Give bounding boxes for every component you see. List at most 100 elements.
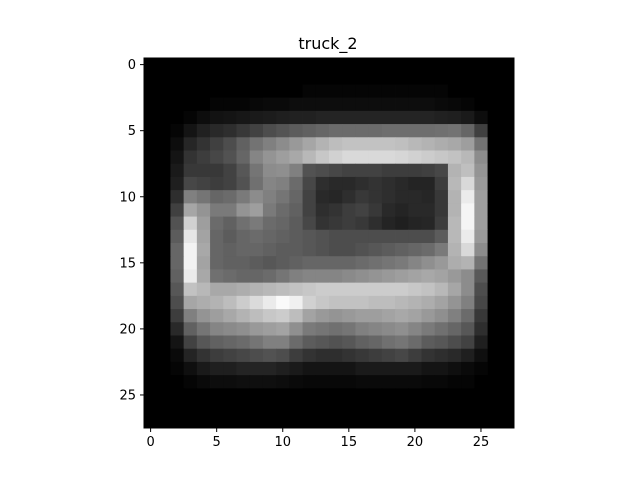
heatmap-cell bbox=[434, 295, 449, 310]
heatmap-cell bbox=[276, 401, 290, 416]
heatmap-cell bbox=[262, 335, 277, 350]
heatmap-cell bbox=[289, 229, 303, 244]
heatmap-cell bbox=[276, 295, 290, 310]
heatmap-cell bbox=[144, 163, 158, 178]
heatmap-cell bbox=[157, 71, 171, 85]
heatmap-cell bbox=[157, 269, 171, 284]
heatmap-cell bbox=[395, 295, 409, 310]
heatmap-cell bbox=[487, 335, 502, 350]
heatmap-cell bbox=[434, 309, 449, 323]
heatmap-cell bbox=[157, 295, 171, 310]
heatmap-cell bbox=[302, 203, 317, 217]
heatmap-cell bbox=[249, 375, 264, 389]
heatmap-cell bbox=[236, 71, 251, 85]
heatmap-cell bbox=[355, 203, 370, 217]
heatmap-cell bbox=[262, 97, 277, 112]
heatmap-cell bbox=[461, 401, 475, 416]
heatmap-cell bbox=[447, 414, 462, 429]
x-tick-label: 5 bbox=[213, 435, 221, 450]
heatmap-cell bbox=[329, 361, 343, 376]
heatmap-cell bbox=[262, 375, 277, 389]
heatmap-cell bbox=[408, 295, 422, 310]
heatmap-cell bbox=[434, 58, 449, 72]
heatmap-cell bbox=[276, 163, 290, 178]
heatmap-cell bbox=[368, 137, 383, 151]
heatmap-cell bbox=[223, 176, 237, 191]
heatmap-cell bbox=[144, 124, 158, 138]
heatmap-cell bbox=[196, 375, 211, 389]
heatmap-cell bbox=[461, 322, 475, 336]
heatmap-cell bbox=[144, 71, 158, 85]
heatmap-cell bbox=[474, 163, 488, 178]
heatmap-cell bbox=[276, 216, 290, 231]
heatmap-cell bbox=[487, 97, 502, 112]
heatmap-cell bbox=[249, 190, 264, 204]
y-tick-label: 0 bbox=[128, 58, 136, 73]
heatmap-cell bbox=[342, 84, 356, 99]
heatmap-cell bbox=[368, 190, 383, 204]
heatmap-cell bbox=[210, 150, 224, 165]
heatmap-cell bbox=[500, 348, 515, 363]
heatmap-cell bbox=[249, 335, 264, 350]
heatmap-cell bbox=[276, 243, 290, 257]
heatmap-cell bbox=[368, 282, 383, 297]
heatmap-cell bbox=[500, 282, 515, 297]
heatmap-cell bbox=[183, 295, 198, 310]
heatmap-cell bbox=[381, 137, 396, 151]
heatmap-cell bbox=[236, 361, 251, 376]
x-tick-label: 10 bbox=[274, 435, 291, 450]
heatmap-cell bbox=[183, 414, 198, 429]
heatmap-cell bbox=[368, 150, 383, 165]
heatmap-cell bbox=[210, 229, 224, 244]
heatmap-cell bbox=[434, 335, 449, 350]
heatmap-cell bbox=[315, 375, 330, 389]
heatmap-cell bbox=[302, 375, 317, 389]
heatmap-cell bbox=[461, 269, 475, 284]
heatmap-cell bbox=[315, 414, 330, 429]
heatmap-cell bbox=[210, 71, 224, 85]
heatmap-cell bbox=[196, 176, 211, 191]
heatmap-cell bbox=[157, 309, 171, 323]
heatmap-cell bbox=[355, 401, 370, 416]
heatmap-cell bbox=[144, 58, 158, 72]
heatmap-cell bbox=[196, 282, 211, 297]
heatmap-cell bbox=[395, 110, 409, 125]
heatmap-cell bbox=[183, 229, 198, 244]
heatmap-cell bbox=[157, 97, 171, 112]
heatmap-cell bbox=[289, 124, 303, 138]
heatmap-cell bbox=[447, 71, 462, 85]
heatmap-cell bbox=[183, 190, 198, 204]
heatmap-cell bbox=[395, 190, 409, 204]
heatmap-cell bbox=[144, 203, 158, 217]
heatmap-cell bbox=[447, 137, 462, 151]
heatmap-cell bbox=[170, 163, 185, 178]
heatmap-cell bbox=[487, 216, 502, 231]
heatmap-cell bbox=[210, 110, 224, 125]
heatmap-cell bbox=[262, 309, 277, 323]
heatmap-cell bbox=[157, 282, 171, 297]
heatmap-cell bbox=[461, 84, 475, 99]
heatmap-cell bbox=[302, 401, 317, 416]
heatmap-cell bbox=[474, 309, 488, 323]
heatmap-cell bbox=[421, 295, 436, 310]
heatmap-cell bbox=[355, 137, 370, 151]
heatmap-cell bbox=[355, 71, 370, 85]
heatmap-cell bbox=[210, 348, 224, 363]
heatmap-cell bbox=[236, 295, 251, 310]
heatmap-cell bbox=[447, 97, 462, 112]
heatmap-cell bbox=[447, 150, 462, 165]
heatmap-cell bbox=[329, 190, 343, 204]
heatmap-cell bbox=[461, 110, 475, 125]
heatmap-cell bbox=[249, 97, 264, 112]
y-tick-label: 20 bbox=[119, 322, 136, 337]
heatmap-cell bbox=[461, 295, 475, 310]
heatmap-cell bbox=[170, 150, 185, 165]
heatmap-cell bbox=[289, 388, 303, 402]
heatmap-cell bbox=[276, 71, 290, 85]
heatmap-cell bbox=[368, 71, 383, 85]
heatmap-cell bbox=[262, 71, 277, 85]
heatmap-cell bbox=[368, 243, 383, 257]
heatmap-cell bbox=[302, 414, 317, 429]
heatmap-cell bbox=[474, 256, 488, 270]
heatmap-cell bbox=[421, 190, 436, 204]
